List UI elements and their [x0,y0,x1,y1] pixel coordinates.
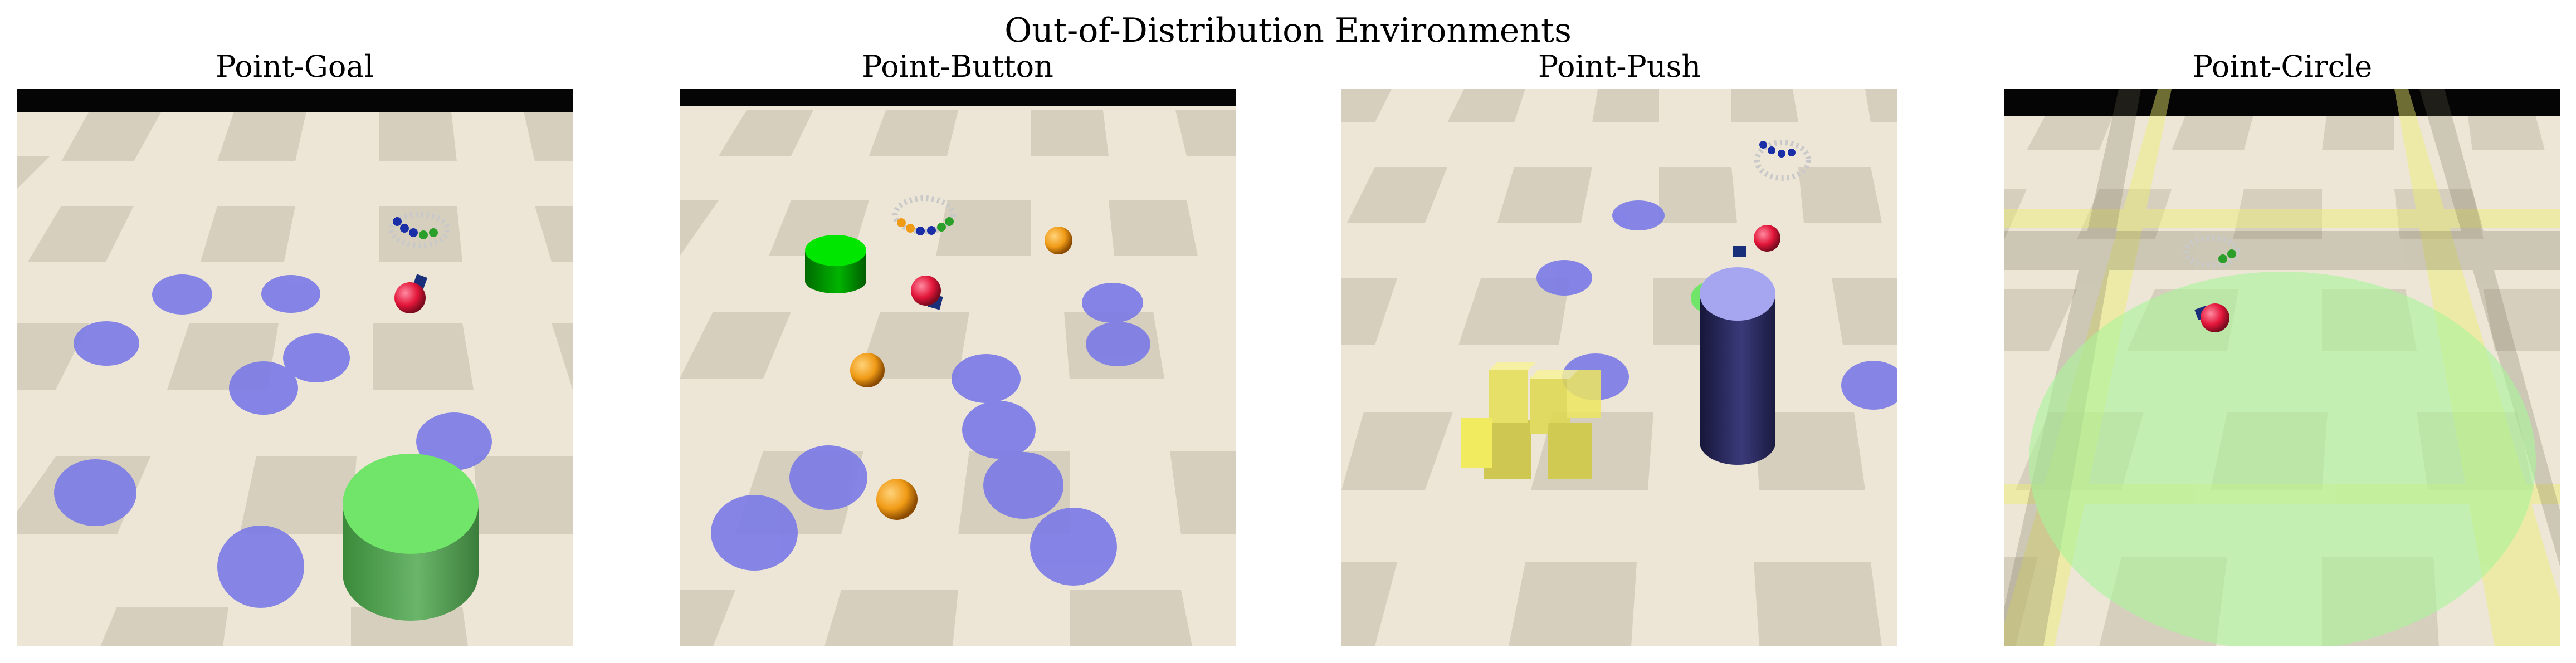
hazard-zones [54,274,492,608]
sky-band [17,89,573,112]
lidar-ring [892,195,956,235]
panel-title-point-circle: Point-Circle [2192,49,2373,84]
panel-title-point-push: Point-Push [1538,49,1701,84]
scene-point-push [1341,89,1897,646]
robot [911,276,943,310]
panel-title-point-goal: Point-Goal [216,49,374,84]
scene-point-circle [2004,89,2560,646]
panel-point-circle [2004,89,2560,646]
checkered-floor [1341,89,1897,646]
gremlins [850,227,1072,520]
robot [2194,303,2229,332]
lidar-ring [389,212,450,248]
panel-title-point-button: Point-Button [862,49,1053,84]
robot [1733,225,1780,257]
panel-point-goal [17,89,573,646]
button-cylinder [805,235,866,293]
lidar-ring [2183,235,2240,268]
push-box [1461,362,1601,479]
circle-zone [2029,272,2536,646]
sky-band [2004,89,2560,116]
panel-point-push [1341,89,1897,646]
robot [394,274,428,313]
lidar-ring [1754,140,1811,181]
panel-point-button [680,89,1236,646]
sky-band [680,89,1236,106]
figure-title: Out-of-Distribution Environments [1004,11,1572,50]
hazard-zones [711,283,1150,586]
pillar [1700,267,1775,465]
scene-point-button [680,89,1236,646]
scene-point-goal [17,89,573,646]
goal-cylinder [343,454,479,621]
